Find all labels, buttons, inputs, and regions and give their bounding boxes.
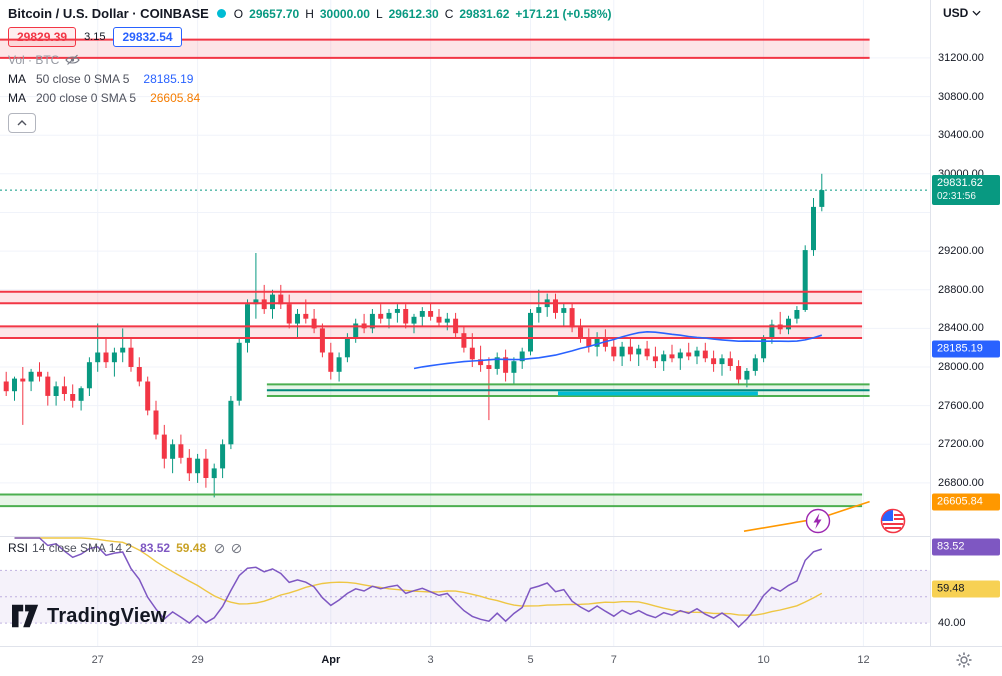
ma50-price-badge: 28185.19 (932, 340, 1000, 358)
ma200-price-badge: 26605.84 (932, 493, 1000, 511)
last-price-badge: 29831.62 02:31:56 (932, 175, 1000, 206)
price-scale-label: 26800.00 (938, 476, 984, 489)
us-flag-event-icon[interactable] (880, 508, 906, 534)
low-label: L (375, 6, 383, 21)
rsi-pane[interactable] (0, 537, 930, 646)
price-pane[interactable] (0, 0, 930, 536)
open-label: O (233, 6, 244, 21)
price-scale[interactable]: USD 31200.00 30800.00 30400.00 30000.00 2920… (930, 0, 1002, 646)
chart-legend: Bitcoin / U.S. Dollar · COINBASE O 29657.… (8, 6, 612, 133)
price-scale-label: 29200.00 (938, 245, 984, 258)
chevron-up-icon (17, 120, 27, 126)
close-value: 29831.62 (459, 6, 510, 21)
time-scale-label: 12 (857, 654, 870, 666)
ma50-indicator-label[interactable]: MA (8, 72, 26, 86)
rsi-value-badge: 83.52 (932, 538, 1000, 556)
settings-gear-icon[interactable] (955, 651, 973, 669)
time-scale-label: 3 (427, 654, 434, 666)
lightning-event-icon[interactable] (805, 508, 831, 534)
time-scale-label: Apr (321, 654, 341, 666)
watermark-text: TradingView (47, 604, 167, 627)
slashed-circle-icon[interactable] (231, 543, 242, 554)
price-scale-label: 31200.00 (938, 51, 984, 64)
legend-collapse-button[interactable] (8, 113, 36, 133)
time-scale-label: 10 (757, 654, 770, 666)
rsi-level-label: 40.00 (938, 617, 966, 630)
volume-indicator-label[interactable]: Vol · BTC (8, 53, 60, 67)
rsi-sma-value: 59.48 (176, 541, 207, 555)
ma50-indicator-params: 50 close 0 SMA 5 (36, 72, 130, 86)
high-label: H (305, 6, 314, 21)
price-scale-label: 30800.00 (938, 90, 984, 103)
rsi-sma-badge: 59.48 (932, 580, 1000, 598)
ma200-indicator-label[interactable]: MA (8, 91, 26, 105)
rsi-indicator-label[interactable]: RSI (8, 541, 29, 555)
ma200-indicator-value: 26605.84 (150, 91, 201, 105)
slashed-circle-icon[interactable] (214, 543, 225, 554)
chevron-down-icon (972, 10, 981, 16)
spread-value: 3.15 (84, 31, 106, 43)
tradingview-watermark[interactable]: TradingView (12, 604, 167, 628)
open-value: 29657.70 (249, 6, 300, 21)
price-scale-label: 28000.00 (938, 360, 984, 373)
time-scale-label: 5 (527, 654, 534, 666)
currency-label: USD (943, 6, 969, 20)
eye-off-icon[interactable] (65, 54, 81, 66)
live-status-dot-icon (216, 9, 226, 18)
currency-selector[interactable]: USD (943, 6, 981, 20)
time-scale-label: 27 (91, 654, 104, 666)
price-scale-label: 27600.00 (938, 399, 984, 412)
time-scale[interactable]: 27 29 Apr 3 5 7 10 12 (0, 646, 1002, 676)
change-value: +171.21 (+0.58%) (515, 6, 612, 21)
ma200-indicator-params: 200 close 0 SMA 5 (36, 91, 137, 105)
sell-price-box[interactable]: 29829.39 (8, 27, 77, 47)
close-label: C (444, 6, 454, 21)
price-scale-label: 27200.00 (938, 438, 984, 451)
tradingview-logo-icon (12, 604, 39, 628)
pane-divider[interactable] (0, 536, 930, 537)
price-scale-label: 28400.00 (938, 322, 984, 335)
time-scale-label: 29 (191, 654, 204, 666)
price-scale-label: 28800.00 (938, 283, 984, 296)
ma50-indicator-value: 28185.19 (143, 72, 194, 86)
price-scale-label: 30400.00 (938, 129, 984, 142)
rsi-indicator-params: 14 close SMA 14 2 (32, 541, 133, 555)
low-value: 29612.30 (388, 6, 439, 21)
rsi-indicator-value: 83.52 (140, 541, 171, 555)
high-value: 30000.00 (319, 6, 370, 21)
symbol-title[interactable]: Bitcoin / U.S. Dollar · COINBASE (8, 6, 209, 21)
time-scale-label: 7 (610, 654, 617, 666)
buy-price-box[interactable]: 29832.54 (113, 27, 182, 47)
rsi-legend: RSI 14 close SMA 14 2 83.52 59.48 (8, 541, 242, 555)
chart-region[interactable]: Bitcoin / U.S. Dollar · COINBASE O 29657.… (0, 0, 930, 646)
